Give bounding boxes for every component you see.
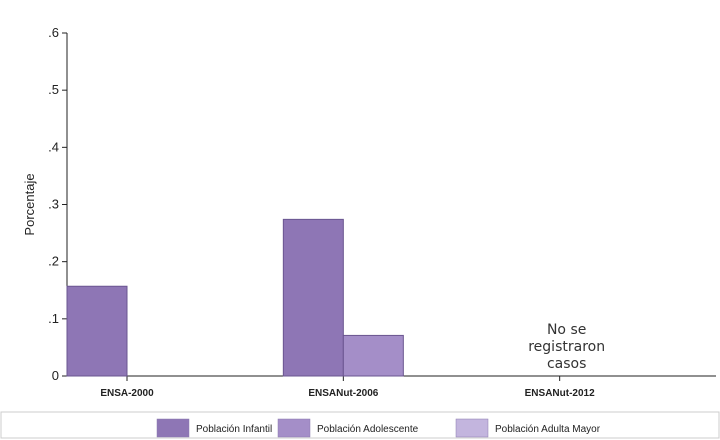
legend-box [0, 411, 720, 439]
bars [66, 218, 404, 377]
y-tick-label: .6 [48, 25, 59, 40]
bar-poblaci-n-infantil-ensanut-2006 [282, 218, 344, 377]
y-tick-label: 0 [52, 368, 59, 383]
legend-label: Población Adulta Mayor [495, 424, 601, 435]
legend-label: Población Infantil [196, 424, 272, 435]
y-axis-label: Porcentaje [22, 173, 37, 235]
x-tick-label: ENSANut-2006 [308, 388, 378, 399]
y-axis: 0 .1 .2 .3 .4 .5 .6 Porcentaje [22, 25, 68, 383]
annotation-line: casos [547, 356, 586, 372]
legend-swatch [156, 418, 190, 438]
annotation-line: No se [547, 322, 586, 338]
bar-poblaci-n-adolescente-ensanut-2006 [342, 334, 404, 377]
bar-poblaci-n-infantil-ensa-2000 [66, 285, 128, 377]
x-tick-label: ENSANut-2012 [525, 388, 595, 399]
y-tick-label: .1 [48, 311, 59, 326]
legend-label: Población Adolescente [317, 424, 419, 435]
annotation-line: registraron [528, 339, 605, 355]
y-tick-label: .5 [48, 82, 59, 97]
legend-swatch [277, 418, 311, 438]
y-tick-label: .3 [48, 197, 59, 212]
legend: Población Infantil Población Adolescente P… [0, 411, 720, 439]
y-tick-label: .4 [48, 139, 59, 154]
y-tick-label: .2 [48, 254, 59, 269]
legend-swatch [455, 418, 489, 438]
x-tick-label: ENSA-2000 [100, 388, 154, 399]
x-axis: ENSA-2000 ENSANut-2006 ENSANut-2012 [67, 375, 716, 399]
